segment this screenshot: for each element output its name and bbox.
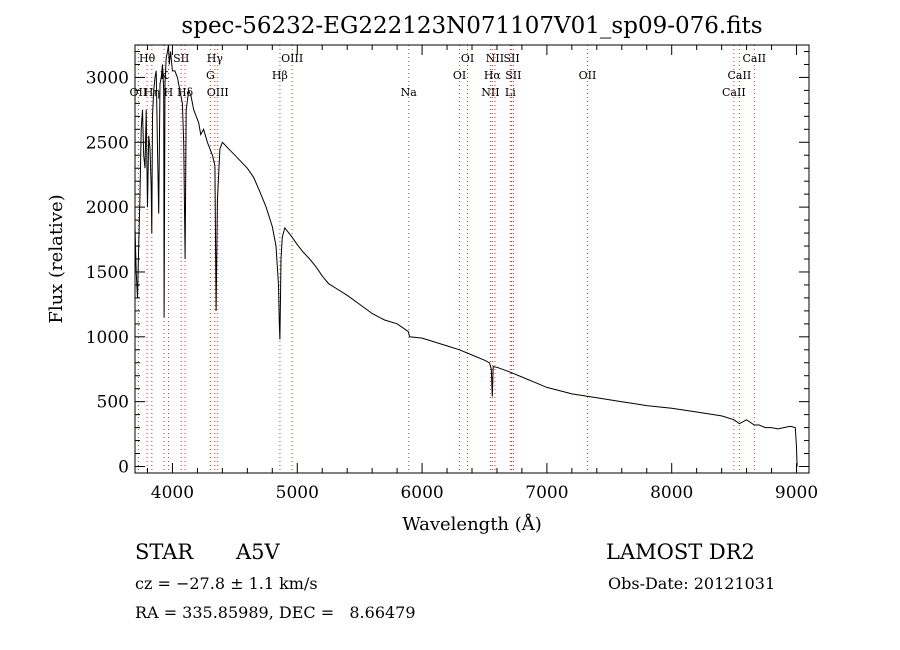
y-tick-label: 0 (118, 458, 129, 478)
line-marker-label: OIII (281, 52, 303, 65)
line-marker-label: Hα (484, 69, 502, 82)
line-marker-label: Hβ (272, 69, 288, 82)
line-marker-label: SII (505, 69, 521, 82)
line-marker-label: Hη (144, 86, 160, 99)
x-tick-label: 7000 (525, 483, 568, 503)
y-tick-label: 500 (97, 393, 129, 413)
line-marker-label: Li (505, 86, 516, 99)
line-marker-label: Hθ (139, 52, 156, 65)
line-marker-label: OII (579, 69, 597, 82)
line-marker-label: NII (486, 52, 504, 65)
line-marker-label: K (160, 69, 169, 82)
line-markers (137, 45, 755, 473)
y-tick-label: 3000 (86, 68, 129, 88)
line-marker-label: OI (453, 69, 466, 82)
line-marker-label: SII (173, 52, 189, 65)
y-tick-label: 2000 (86, 198, 129, 218)
object-class: STAR (135, 540, 194, 564)
y-tick-label: 2500 (86, 133, 129, 153)
line-marker-label: OIII (207, 86, 229, 99)
line-marker-label: CaII (728, 69, 752, 82)
line-marker-label: OII (130, 86, 148, 99)
chart-title: spec-56232-EG222123N071107V01_sp09-076.f… (181, 13, 762, 39)
y-axis-ticks: 0 500 1000 1500 2000 2500 3000 (86, 50, 809, 478)
obs-date-text: Obs-Date: 20121031 (608, 574, 776, 593)
line-marker-label: CaII (722, 86, 746, 99)
line-marker-label: Hγ (207, 52, 224, 65)
line-marker-label: H (164, 86, 174, 99)
x-tick-label: 8000 (650, 483, 693, 503)
y-tick-label: 1000 (86, 328, 129, 348)
x-tick-label: 4000 (151, 483, 194, 503)
object-subclass: A5V (236, 540, 280, 564)
x-tick-label: 5000 (276, 483, 319, 503)
line-marker-label: CaII (742, 52, 766, 65)
redshift-text: cz = −27.8 ± 1.1 km/s (135, 574, 318, 593)
survey-label: LAMOST DR2 (606, 540, 755, 564)
spectrum-line (134, 44, 798, 467)
y-axis-label: Flux (relative) (46, 194, 67, 323)
x-tick-label: 9000 (775, 483, 818, 503)
line-marker-label: Na (401, 86, 418, 99)
line-marker-label: OI (461, 52, 474, 65)
line-marker-label: NII (481, 86, 499, 99)
plot-frame (134, 44, 810, 474)
line-marker-label: SII (503, 52, 519, 65)
line-marker-label: G (206, 69, 215, 82)
x-axis-label: Wavelength (Å) (402, 513, 542, 535)
x-tick-label: 6000 (400, 483, 443, 503)
coordinates-text: RA = 335.85989, DEC = 8.66479 (135, 603, 416, 622)
y-tick-label: 1500 (86, 263, 129, 283)
x-axis-ticks: 4000 5000 6000 7000 8000 9000 (146, 45, 818, 503)
